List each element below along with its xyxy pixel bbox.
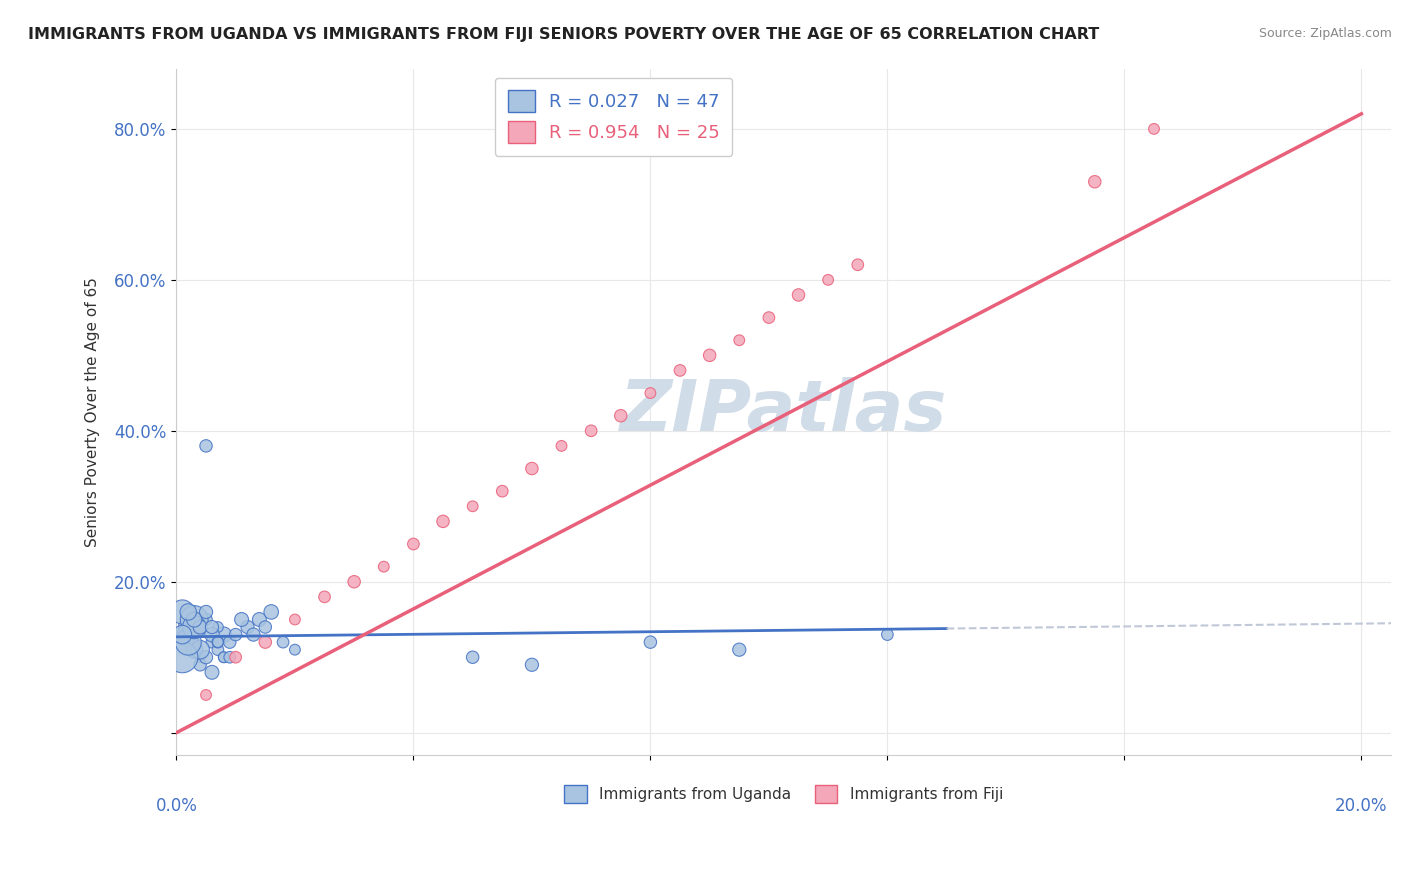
Point: [1143, 122, 1166, 136]
Point: [177, 635, 200, 649]
Point: [669, 363, 692, 377]
Point: [402, 537, 425, 551]
Point: [314, 590, 336, 604]
Point: [640, 386, 662, 401]
Point: [188, 657, 211, 672]
Point: [172, 605, 194, 619]
Point: [225, 627, 247, 641]
Point: [236, 620, 259, 634]
Point: [728, 333, 751, 347]
Legend: Immigrants from Uganda, Immigrants from Fiji: Immigrants from Uganda, Immigrants from …: [558, 779, 1010, 810]
Text: IMMIGRANTS FROM UGANDA VS IMMIGRANTS FROM FIJI SENIORS POVERTY OVER THE AGE OF 6: IMMIGRANTS FROM UGANDA VS IMMIGRANTS FRO…: [28, 27, 1099, 42]
Point: [188, 642, 211, 657]
Point: [201, 635, 224, 649]
Point: [1084, 175, 1107, 189]
Text: 20.0%: 20.0%: [1336, 797, 1388, 814]
Point: [254, 635, 277, 649]
Point: [188, 650, 211, 665]
Point: [728, 642, 751, 657]
Point: [195, 688, 218, 702]
Point: [787, 288, 810, 302]
Point: [201, 620, 224, 634]
Point: [183, 642, 205, 657]
Point: [373, 559, 395, 574]
Point: [218, 635, 240, 649]
Point: [183, 635, 205, 649]
Point: [579, 424, 602, 438]
Point: [610, 409, 633, 423]
Point: [172, 650, 194, 665]
Point: [225, 650, 247, 665]
Point: [183, 612, 205, 626]
Point: [817, 273, 839, 287]
Point: [195, 605, 218, 619]
Point: [876, 627, 898, 641]
Point: [491, 484, 513, 499]
Point: [242, 627, 264, 641]
Point: [201, 627, 224, 641]
Point: [550, 439, 572, 453]
Point: [201, 665, 224, 680]
Point: [231, 612, 253, 626]
Y-axis label: Seniors Poverty Over the Age of 65: Seniors Poverty Over the Age of 65: [86, 277, 100, 547]
Point: [520, 657, 543, 672]
Point: [207, 635, 229, 649]
Point: [177, 627, 200, 641]
Point: [846, 258, 869, 272]
Point: [284, 642, 307, 657]
Point: [212, 627, 235, 641]
Point: [432, 515, 454, 529]
Point: [284, 612, 307, 626]
Point: [177, 605, 200, 619]
Point: [188, 620, 211, 634]
Point: [343, 574, 366, 589]
Point: [218, 650, 240, 665]
Text: Source: ZipAtlas.com: Source: ZipAtlas.com: [1258, 27, 1392, 40]
Point: [212, 650, 235, 665]
Point: [195, 612, 218, 626]
Point: [758, 310, 780, 325]
Point: [260, 605, 283, 619]
Text: ZIPatlas: ZIPatlas: [620, 377, 948, 446]
Point: [520, 461, 543, 475]
Point: [247, 612, 270, 626]
Text: 0.0%: 0.0%: [156, 797, 197, 814]
Point: [254, 620, 277, 634]
Point: [699, 348, 721, 362]
Point: [183, 620, 205, 634]
Point: [461, 650, 484, 665]
Point: [183, 612, 205, 626]
Point: [207, 620, 229, 634]
Point: [271, 635, 294, 649]
Point: [177, 620, 200, 634]
Point: [172, 627, 194, 641]
Point: [207, 642, 229, 657]
Point: [195, 439, 218, 453]
Point: [207, 635, 229, 649]
Point: [195, 650, 218, 665]
Point: [212, 650, 235, 665]
Point: [640, 635, 662, 649]
Point: [461, 500, 484, 514]
